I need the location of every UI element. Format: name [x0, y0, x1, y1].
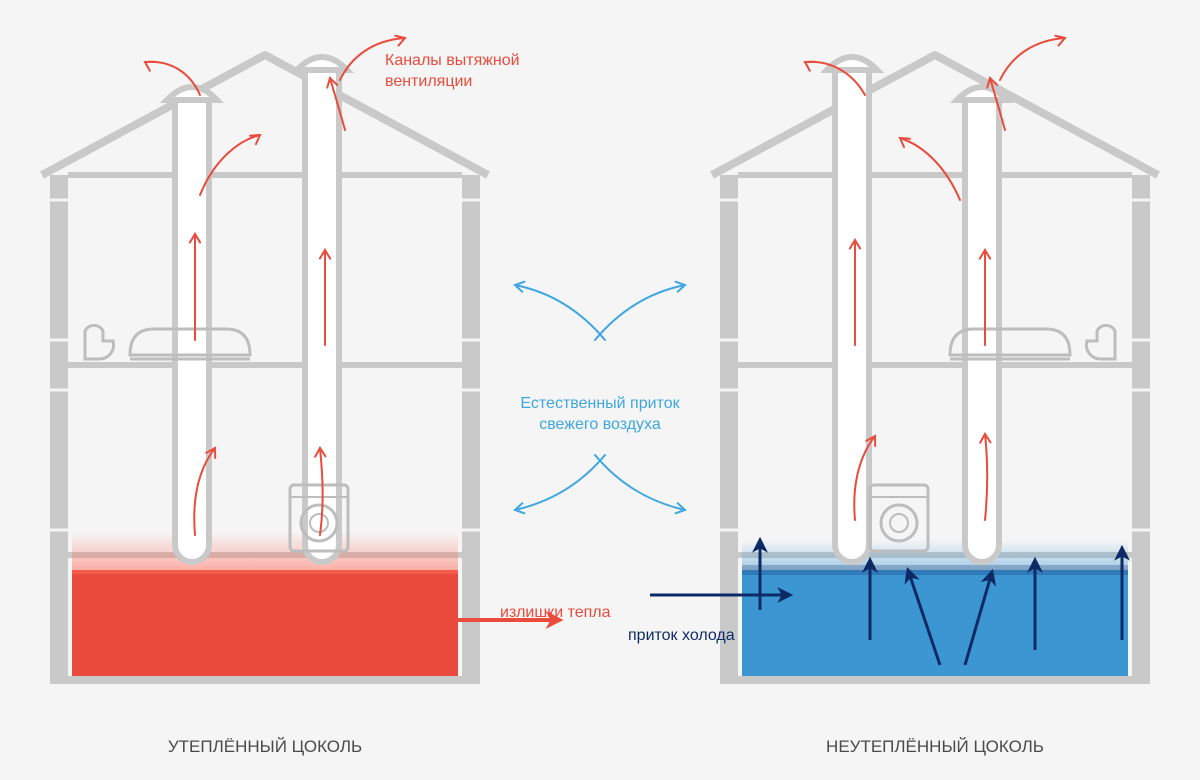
label-exhaust-text: Каналы вытяжной вентиляции [385, 52, 520, 90]
label-cold-inflow-text: приток холода [628, 627, 735, 644]
label-exhaust: Каналы вытяжной вентиляции [385, 30, 520, 92]
house-left [42, 55, 488, 680]
left-title-line1: УТЕПЛЁННЫЙ ЦОКОЛЬ [50, 736, 480, 758]
right-title: НЕУТЕПЛЁННЫЙ ЦОКОЛЬ + незамкнутая пароиз… [720, 715, 1150, 780]
diagram-stage: Каналы вытяжной вентиляции Естественный … [0, 0, 1200, 780]
label-excess-heat-text: излишки тепла [500, 604, 611, 621]
label-fresh-air-text: Естественный приток свежего воздуха [520, 395, 679, 433]
left-title: УТЕПЛЁННЫЙ ЦОКОЛЬ + замкнутая пароизоляц… [50, 715, 480, 780]
label-fresh-air: Естественный приток свежего воздуха [0, 373, 1200, 435]
house-right [712, 55, 1158, 680]
label-cold-inflow: приток холода [628, 605, 735, 647]
right-title-line1: НЕУТЕПЛЁННЫЙ ЦОКОЛЬ [720, 736, 1150, 758]
label-excess-heat: излишки тепла [500, 582, 611, 624]
